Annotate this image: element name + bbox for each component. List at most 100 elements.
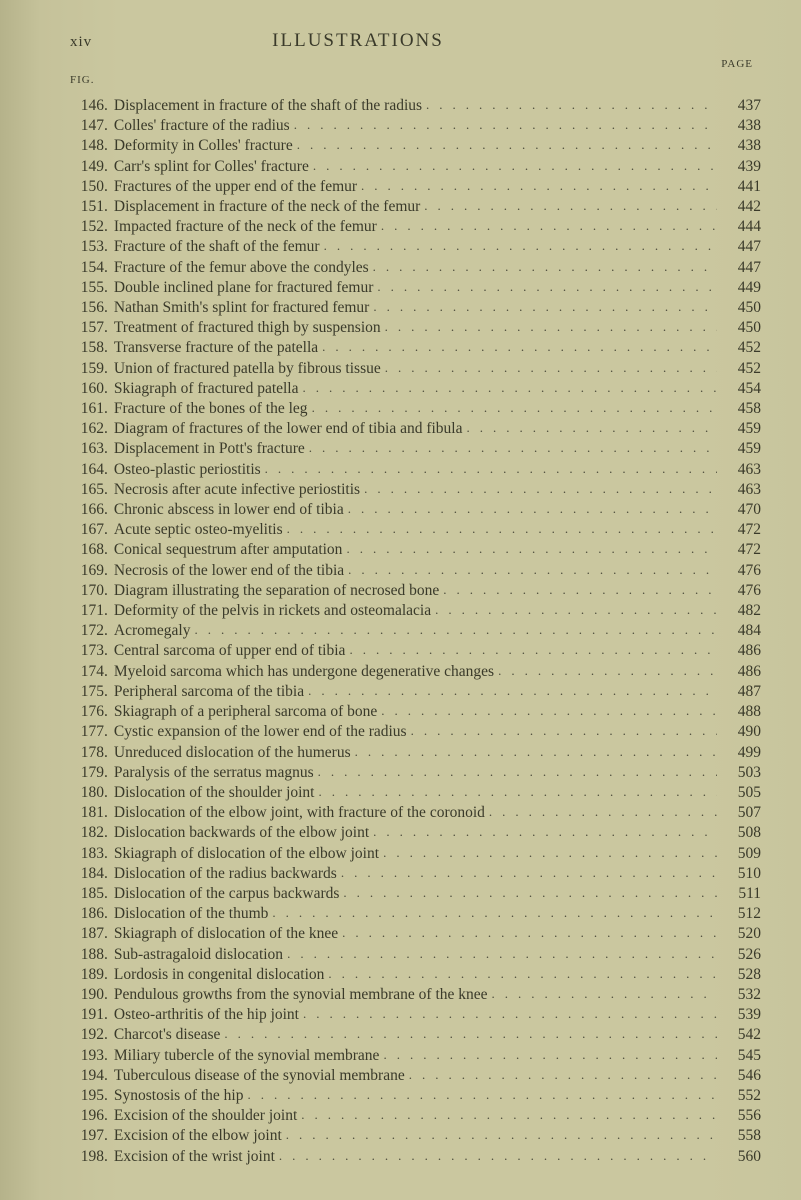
figure-number: 152 — [70, 217, 104, 237]
list-item: 156.Nathan Smith's splint for fractured … — [70, 298, 761, 318]
page-ref: 526 — [721, 945, 761, 965]
figure-number: 146 — [70, 96, 104, 116]
figure-description: Synostosis of the hip — [114, 1086, 244, 1106]
page-ref: 507 — [721, 803, 761, 823]
leader-dots: ........................................… — [373, 822, 717, 842]
figure-number-dot: . — [104, 500, 108, 520]
figure-description: Excision of the shoulder joint — [114, 1106, 297, 1126]
leader-dots: ........................................… — [383, 843, 717, 863]
page-ref: 508 — [721, 823, 761, 843]
leader-dots: ........................................… — [309, 438, 717, 458]
figure-description: Fracture of the shaft of the femur — [114, 237, 320, 257]
figure-number-dot: . — [104, 621, 108, 641]
list-item: 176.Skiagraph of a peripheral sarcoma of… — [70, 702, 761, 722]
figure-number-dot: . — [104, 601, 108, 621]
leader-dots: ........................................… — [377, 277, 717, 297]
figure-number-dot: . — [104, 864, 108, 884]
list-item: 151.Displacement in fracture of the neck… — [70, 197, 761, 217]
leader-dots: ........................................… — [308, 681, 717, 701]
figure-number: 154 — [70, 258, 104, 278]
page-ref: 503 — [721, 763, 761, 783]
list-item: 179.Paralysis of the serratus magnus....… — [70, 763, 761, 783]
figure-number: 186 — [70, 904, 104, 924]
page-ref: 488 — [721, 702, 761, 722]
page-ref: 486 — [721, 641, 761, 661]
figure-number-dot: . — [104, 844, 108, 864]
figure-number: 159 — [70, 359, 104, 379]
figure-number: 157 — [70, 318, 104, 338]
figure-number: 180 — [70, 783, 104, 803]
figure-description: Diagram of fractures of the lower end of… — [114, 419, 463, 439]
figure-description: Central sarcoma of upper end of tibia — [114, 641, 346, 661]
header-row: xiv ILLUSTRATIONS — [70, 30, 761, 52]
figure-number: 162 — [70, 419, 104, 439]
figure-number: 165 — [70, 480, 104, 500]
page-ref: 463 — [721, 480, 761, 500]
figure-number-dot: . — [104, 1025, 108, 1045]
figure-description: Displacement in fracture of the neck of … — [114, 197, 420, 217]
figure-description: Deformity in Colles' fracture — [114, 136, 293, 156]
figure-number-dot: . — [104, 722, 108, 742]
leader-dots: ........................................… — [247, 1085, 717, 1105]
list-item: 183.Skiagraph of dislocation of the elbo… — [70, 844, 761, 864]
figure-number: 153 — [70, 237, 104, 257]
figure-number-dot: . — [104, 1147, 108, 1167]
figure-number-dot: . — [104, 743, 108, 763]
list-item: 161.Fracture of the bones of the leg....… — [70, 399, 761, 419]
figure-number: 163 — [70, 439, 104, 459]
page-ref: 459 — [721, 439, 761, 459]
list-item: 197.Excision of the elbow joint.........… — [70, 1126, 761, 1146]
figure-number-dot: . — [104, 157, 108, 177]
page-ref: 505 — [721, 783, 761, 803]
page-ref: 560 — [721, 1147, 761, 1167]
list-item: 196.Excision of the shoulder joint......… — [70, 1106, 761, 1126]
figure-number-dot: . — [104, 399, 108, 419]
leader-dots: ........................................… — [342, 923, 717, 943]
figure-number: 151 — [70, 197, 104, 217]
figure-number: 185 — [70, 884, 104, 904]
leader-dots: ........................................… — [348, 560, 717, 580]
leader-dots: ........................................… — [303, 378, 718, 398]
figure-description: Tuberculous disease of the synovial memb… — [114, 1066, 405, 1086]
list-item: 148.Deformity in Colles' fracture.......… — [70, 136, 761, 156]
figure-number-dot: . — [104, 1086, 108, 1106]
figure-description: Fracture of the bones of the leg — [114, 399, 308, 419]
list-item: 159.Union of fractured patella by fibrou… — [70, 359, 761, 379]
page-title: ILLUSTRATIONS — [272, 30, 444, 52]
figure-description: Carr's splint for Colles' fracture — [114, 157, 309, 177]
figure-number: 169 — [70, 561, 104, 581]
page-ref: 545 — [721, 1046, 761, 1066]
figure-number-dot: . — [104, 318, 108, 338]
list-item: 152.Impacted fracture of the neck of the… — [70, 217, 761, 237]
leader-dots: ........................................… — [348, 499, 717, 519]
page-ref: 437 — [721, 96, 761, 116]
figure-number-dot: . — [104, 702, 108, 722]
leader-dots: ........................................… — [409, 1065, 717, 1085]
leader-dots: ........................................… — [435, 600, 717, 620]
figure-description: Acromegaly — [114, 621, 191, 641]
figure-number-dot: . — [104, 803, 108, 823]
leader-dots: ........................................… — [287, 944, 717, 964]
leader-dots: ........................................… — [385, 317, 717, 337]
list-item: 162.Diagram of fractures of the lower en… — [70, 419, 761, 439]
figure-number-dot: . — [104, 359, 108, 379]
figure-description: Displacement in fracture of the shaft of… — [114, 96, 422, 116]
leader-dots: ........................................… — [328, 964, 717, 984]
page-ref: 532 — [721, 985, 761, 1005]
leader-dots: ........................................… — [381, 216, 717, 236]
figure-number: 187 — [70, 924, 104, 944]
figure-number-dot: . — [104, 945, 108, 965]
figure-description: Excision of the wrist joint — [114, 1147, 275, 1167]
list-item: 153.Fracture of the shaft of the femur..… — [70, 237, 761, 257]
figure-description: Fractures of the upper end of the femur — [114, 177, 357, 197]
figure-description: Cystic expansion of the lower end of the… — [114, 722, 407, 742]
page-column-label: PAGE — [721, 58, 753, 70]
page-ref: 449 — [721, 278, 761, 298]
figure-number: 194 — [70, 1066, 104, 1086]
page-ref: 447 — [721, 237, 761, 257]
figure-description: Transverse fracture of the patella — [114, 338, 318, 358]
page-ref: 441 — [721, 177, 761, 197]
figure-number: 188 — [70, 945, 104, 965]
list-item: 175.Peripheral sarcoma of the tibia.....… — [70, 682, 761, 702]
figure-number: 171 — [70, 601, 104, 621]
